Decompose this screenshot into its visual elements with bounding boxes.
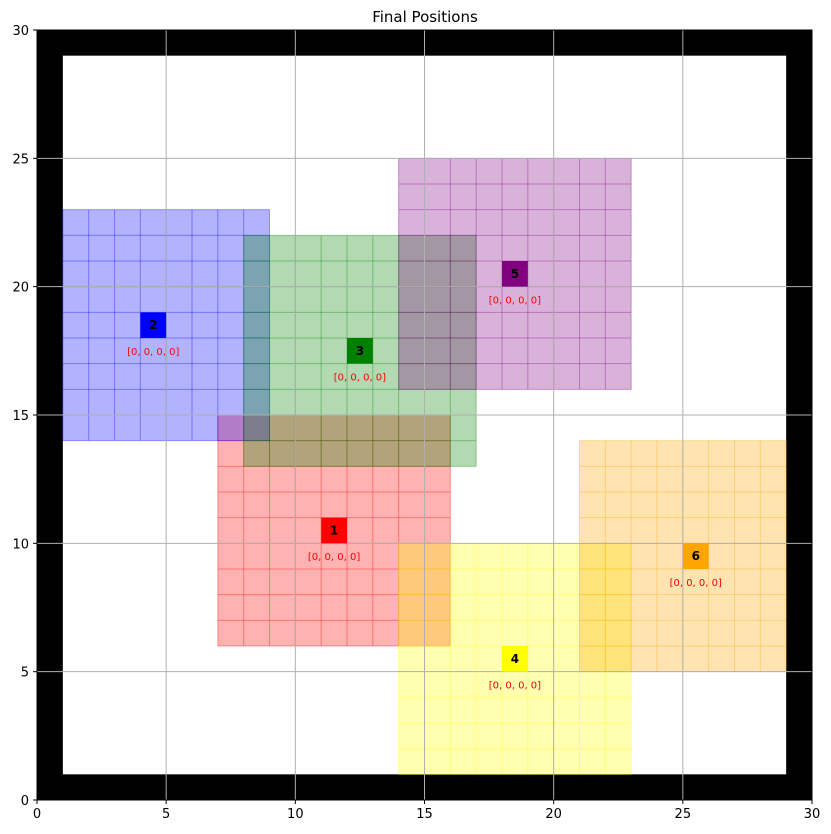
x-tick-label: 30 xyxy=(804,807,821,822)
y-tick-label: 0 xyxy=(21,794,29,809)
x-tick-label: 10 xyxy=(287,807,304,822)
y-tick-label: 30 xyxy=(12,24,29,39)
agent-2-marker xyxy=(140,312,167,338)
y-tick-label: 5 xyxy=(21,666,29,681)
x-tick-label: 25 xyxy=(675,807,692,822)
x-tick-label: 15 xyxy=(416,807,433,822)
agent-5-marker xyxy=(502,261,528,287)
chart-title: Final Positions xyxy=(372,8,478,26)
agent-3-state: [0, 0, 0, 0] xyxy=(334,373,386,384)
agent-1-state: [0, 0, 0, 0] xyxy=(308,552,360,563)
agent-6-state: [0, 0, 0, 0] xyxy=(670,578,722,589)
x-tick-label: 5 xyxy=(162,807,170,822)
agent-4-label: 4 xyxy=(511,652,519,666)
agent-2-label: 2 xyxy=(149,318,157,332)
agent-4-marker xyxy=(502,646,528,672)
agent-1-label: 1 xyxy=(330,524,338,538)
agent-3-marker xyxy=(347,338,373,364)
agent-4-state: [0, 0, 0, 0] xyxy=(489,681,541,692)
plot-area: 1 [0, 0, 0, 0] 2 [0, 0, 0, 0] 3 [0, 0, 0, 0] 4… xyxy=(12,24,820,822)
x-tick-label: 0 xyxy=(33,807,41,822)
agent-3-label: 3 xyxy=(356,344,364,358)
agent-6-marker xyxy=(682,543,709,569)
y-tick-label: 10 xyxy=(12,537,29,552)
agent-5-state: [0, 0, 0, 0] xyxy=(489,296,541,307)
agent-2-state: [0, 0, 0, 0] xyxy=(127,347,179,358)
y-tick-label: 25 xyxy=(12,152,29,167)
agent-1-marker xyxy=(321,517,347,544)
x-tick-label: 20 xyxy=(545,807,562,822)
y-tick-label: 20 xyxy=(12,281,29,296)
y-tick-label: 15 xyxy=(12,409,29,424)
agent-5-label: 5 xyxy=(511,267,519,281)
agent-6-label: 6 xyxy=(692,549,700,563)
